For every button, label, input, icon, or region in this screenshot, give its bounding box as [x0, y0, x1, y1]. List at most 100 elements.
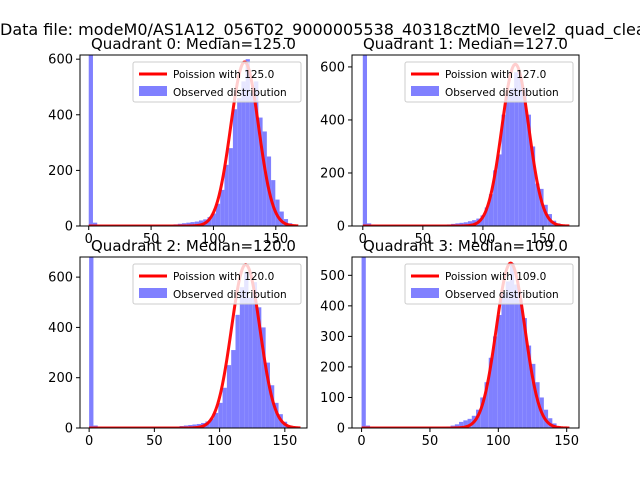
histogram-bar — [186, 222, 191, 226]
histogram-bar — [261, 327, 266, 428]
x-tick-label: 100 — [207, 434, 232, 449]
histogram-bar — [518, 77, 523, 226]
x-tick-label: 50 — [422, 434, 439, 449]
axes-frame — [351, 256, 580, 429]
legend-label: Poission with 109.0 — [445, 271, 546, 283]
x-tick-label: 100 — [486, 434, 511, 449]
legend-label: Poission with 125.0 — [173, 69, 274, 81]
y-tick-label: 200 — [320, 166, 345, 181]
histogram-bar — [220, 189, 225, 226]
histogram-bar — [492, 336, 498, 428]
histogram-bar — [226, 365, 232, 428]
histogram-bar — [522, 318, 527, 428]
x-tick-label: 0 — [85, 434, 93, 449]
histogram-bar — [249, 92, 255, 226]
histogram-bar — [497, 315, 502, 428]
y-tick-label: 400 — [320, 113, 345, 128]
histogram-bar — [88, 55, 93, 226]
y-tick-label: 400 — [320, 299, 345, 314]
y-tick-label: 100 — [320, 391, 345, 406]
histogram-bar — [231, 350, 236, 428]
x-tick-label: 100 — [201, 232, 226, 247]
y-tick-label: 300 — [320, 330, 345, 345]
subplot-1: 0 50 100 150 0 200 400 600 Quadrant 1: Median=12… — [320, 35, 580, 247]
histogram-bar — [463, 222, 468, 226]
subplot-0: 0 50 100 150 0 200 400 600 Quadrant 0: Median=12… — [48, 35, 308, 247]
histogram-bar — [362, 55, 368, 226]
histogram-bar — [213, 412, 219, 428]
legend: Poission with 120.0 Observed distribution — [132, 263, 302, 305]
x-tick-label: 150 — [554, 434, 579, 449]
histogram-bar — [269, 385, 275, 428]
histogram-bar — [509, 263, 515, 428]
legend: Poission with 125.0 Observed distribution — [132, 61, 302, 103]
histogram-bar — [257, 307, 262, 428]
histogram-bar — [224, 164, 229, 226]
histogram-bar — [501, 293, 506, 428]
legend-box — [132, 263, 302, 305]
x-tick-label: 100 — [471, 232, 496, 247]
y-tick-label: 200 — [320, 360, 345, 375]
legend-label: Observed distribution — [445, 289, 559, 301]
subplot-3: 0 50 100 150 0 100 200 300 400 500 Quadrant 3: Med… — [320, 237, 580, 449]
histogram-bar — [232, 109, 238, 226]
histogram-bar — [244, 272, 249, 428]
histogram-bar — [237, 98, 242, 226]
x-tick-label: 50 — [143, 232, 160, 247]
x-tick-label: 0 — [359, 232, 367, 247]
subplot-2: 0 50 100 150 0 200 400 600 Quadrant 2: Median=12… — [48, 237, 308, 449]
histogram-bar — [207, 217, 212, 226]
histogram-bar — [505, 281, 510, 428]
legend-box — [132, 61, 302, 103]
histogram-bar — [254, 81, 259, 226]
histogram-bar — [467, 418, 472, 428]
histogram-bar — [265, 362, 270, 428]
y-tick-label: 400 — [48, 108, 73, 123]
histogram-bar — [539, 188, 544, 226]
y-tick-label: 600 — [320, 60, 345, 75]
histogram-bar — [454, 424, 460, 428]
histogram-bar — [209, 418, 214, 428]
axes-frame — [351, 54, 580, 227]
histogram-bar — [526, 345, 532, 428]
histogram-bar — [484, 207, 489, 226]
legend-patch-swatch — [139, 288, 167, 298]
histogram-bar — [190, 222, 195, 226]
histogram-bar — [258, 117, 263, 226]
x-tick-label: 0 — [85, 232, 93, 247]
legend-label: Observed distribution — [445, 87, 559, 99]
histogram-bar — [89, 257, 94, 428]
subplot-title: Quadrant 1: Median=127.0 — [363, 35, 568, 53]
x-tick-label: 0 — [357, 434, 365, 449]
y-tick-label: 0 — [65, 422, 73, 437]
figure-suptitle: Data file: modeM0/AS1A12_056T02_90000055… — [0, 20, 640, 39]
legend-box — [404, 61, 574, 103]
histogram-bar — [488, 194, 494, 226]
histogram-bar — [459, 222, 464, 226]
histogram-bar — [194, 221, 199, 226]
y-tick-label: 600 — [48, 271, 73, 286]
histogram-bar — [252, 282, 258, 428]
x-tick-label: 50 — [146, 434, 163, 449]
histogram-bar — [530, 146, 536, 226]
histogram-bar — [526, 114, 531, 226]
histogram-bar — [518, 299, 523, 428]
histogram-bar — [467, 221, 473, 226]
y-tick-label: 400 — [48, 321, 73, 336]
y-tick-label: 0 — [65, 220, 73, 235]
histogram-bar — [497, 154, 502, 226]
histogram-bar — [241, 81, 246, 226]
histogram-bar — [361, 257, 366, 428]
axes-frame — [79, 54, 308, 227]
histogram-bar — [476, 409, 481, 428]
histogram-bar — [279, 211, 284, 226]
legend-patch-swatch — [411, 288, 439, 298]
subplot-title: Quadrant 0: Median=125.0 — [91, 35, 296, 53]
legend-label: Observed distribution — [173, 87, 287, 99]
histogram-bar — [514, 284, 519, 428]
y-tick-label: 600 — [48, 53, 73, 68]
histogram-bar — [480, 215, 485, 226]
y-tick-label: 0 — [337, 422, 345, 437]
